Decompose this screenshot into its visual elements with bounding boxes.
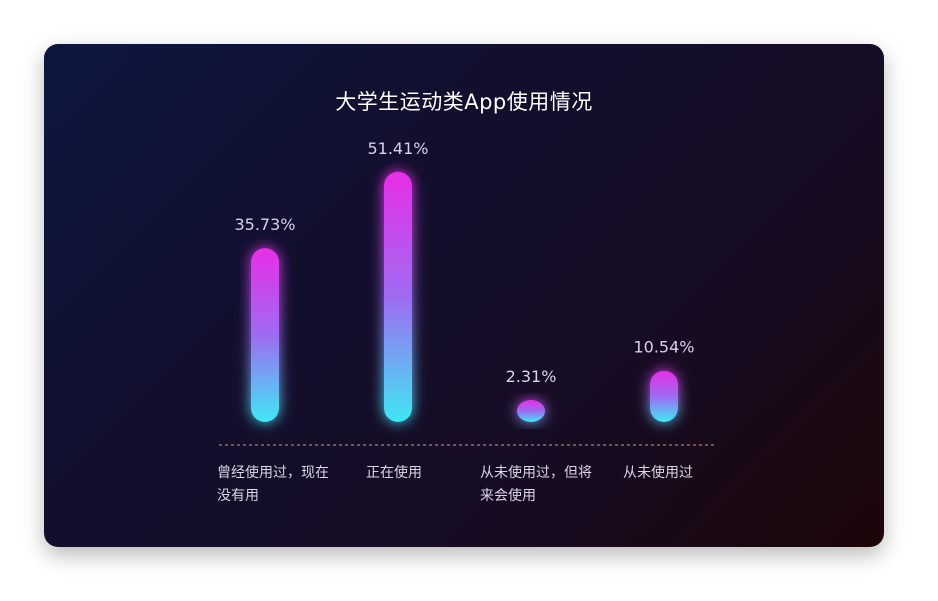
x-tick-label-4: 从未使用过 [623, 465, 693, 481]
value-labels-group: 35.73% 51.41% 2.31% 10.54% [234, 139, 694, 386]
x-tick-label-3: 从未使用过，但将来会使用 [480, 465, 592, 504]
bar-4 [650, 370, 678, 422]
x-tick-label-1: 曾经使用过，现在没有用 [217, 465, 329, 504]
value-label-1: 35.73% [234, 215, 295, 234]
bar-1 [251, 248, 279, 422]
chart-title: 大学生运动类App使用情况 [335, 90, 593, 114]
bar-chart: 35.73% 51.41% 2.31% 10.54% [219, 139, 716, 446]
bars-group [251, 171, 678, 422]
bar-2 [384, 171, 412, 422]
chart-card: 大学生运动类App使用情况 35.73% 51.41% 2.31% 10.54% 曾经… [44, 44, 884, 547]
value-label-4: 10.54% [633, 338, 694, 357]
x-tick-label-2: 正在使用 [366, 465, 422, 481]
value-label-2: 51.41% [367, 139, 428, 158]
value-label-3: 2.31% [506, 367, 557, 386]
bar-3 [517, 400, 545, 422]
